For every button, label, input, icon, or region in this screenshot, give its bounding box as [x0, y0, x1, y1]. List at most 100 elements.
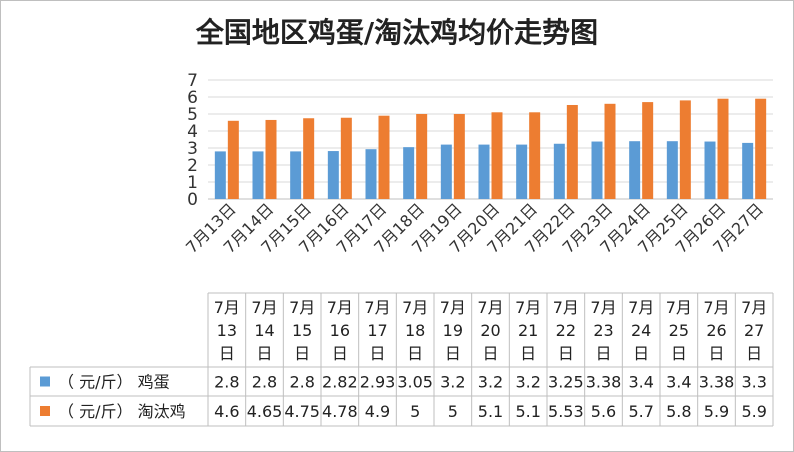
table-header-cell: 25: [669, 321, 689, 340]
egg-bar: [629, 141, 641, 199]
table-header-cell: 日: [445, 344, 461, 363]
table-header-cell: 日: [671, 344, 687, 363]
table-header-cell: 23: [593, 321, 613, 340]
table-header-cell: 7月: [590, 298, 616, 317]
table-header-cell: 7月: [628, 298, 654, 317]
table-header-cell: 日: [332, 344, 348, 363]
data-label: 5: [410, 402, 420, 421]
table-header-cell: 7月: [553, 298, 579, 317]
table-header-cell: 7月: [214, 298, 240, 317]
data-label: 3.38: [699, 373, 735, 392]
egg-bar: [327, 151, 339, 199]
table-header-cell: 7月: [477, 298, 503, 317]
egg-bar: [252, 151, 264, 199]
y-tick-label: 6: [187, 88, 198, 108]
data-label: 5.9: [741, 402, 766, 421]
chart-title: 全国地区鸡蛋/淘汰鸡均价走势图: [195, 16, 598, 49]
table-header-cell: 日: [294, 344, 310, 363]
data-label: 3.38: [586, 373, 622, 392]
table-header-cell: 日: [633, 344, 649, 363]
table-header-cell: 日: [482, 344, 498, 363]
table-header-cell: 24: [631, 321, 651, 340]
data-label: 3.2: [478, 373, 503, 392]
data-label: 3.2: [440, 373, 465, 392]
hen-bar: [303, 118, 315, 199]
hen-bar: [378, 115, 390, 199]
y-tick-label: 7: [187, 71, 198, 91]
hen-bar: [717, 98, 729, 199]
data-label: 3.4: [628, 373, 653, 392]
data-label: 2.8: [214, 373, 239, 392]
data-label: 2.93: [360, 373, 396, 392]
egg-bar: [704, 141, 716, 199]
table-header-cell: 27: [744, 321, 764, 340]
table-header-cell: 7月: [251, 298, 277, 317]
table-header-cell: 日: [595, 344, 611, 363]
table-header-cell: 日: [520, 344, 536, 363]
table-header-cell: 13: [217, 321, 237, 340]
y-tick-label: 3: [187, 139, 198, 159]
hen-bar: [604, 103, 616, 199]
egg-bar: [553, 143, 565, 199]
data-label: 3.4: [666, 373, 691, 392]
table-header-cell: 15: [292, 321, 312, 340]
table-header-cell: 14: [254, 321, 274, 340]
data-label: 2.82: [322, 373, 358, 392]
hen-bar: [453, 114, 465, 199]
table-header-cell: 日: [746, 344, 762, 363]
table-header-cell: 7月: [515, 298, 541, 317]
table-header-cell: 7月: [666, 298, 692, 317]
egg-bar: [290, 151, 302, 199]
data-label: 5.53: [548, 402, 584, 421]
data-label: 3.2: [515, 373, 540, 392]
grid-lines: [208, 79, 773, 200]
table-header-cell: 日: [369, 344, 385, 363]
table-header-cell: 日: [407, 344, 423, 363]
bars: [214, 98, 767, 199]
egg-bar: [440, 144, 452, 199]
data-label: 3.05: [397, 373, 433, 392]
table-header-cell: 21: [518, 321, 538, 340]
y-tick-label: 2: [187, 156, 198, 176]
y-tick-label: 0: [187, 190, 198, 210]
legend-swatch: [40, 406, 50, 416]
legend-swatch: [40, 376, 50, 387]
hen-bar: [416, 114, 428, 199]
table-header-cell: 日: [708, 344, 724, 363]
table-header-cell: 16: [330, 321, 350, 340]
egg-bar: [742, 142, 754, 199]
data-label: 3.25: [548, 373, 584, 392]
table-header-cell: 7月: [440, 298, 466, 317]
data-label: 5.1: [478, 402, 503, 421]
table-header-cell: 日: [219, 344, 235, 363]
legend-label: （ 元/斤） 鸡蛋: [58, 373, 170, 392]
table-header-cell: 7月: [289, 298, 315, 317]
table-header-cell: 7月: [327, 298, 353, 317]
data-label: 5.6: [591, 402, 616, 421]
egg-bar: [365, 149, 377, 199]
data-label: 5: [448, 402, 458, 421]
table-header-cell: 22: [556, 321, 576, 340]
table-header-cell: 7月: [703, 298, 729, 317]
data-label: 5.1: [515, 402, 540, 421]
egg-bar: [214, 151, 226, 199]
data-table: 7月 13 日 7月 14 日 7月 15 日 7月 16 日 7月 17 日 7月 18 日 7月 19 日 7月 20 日…: [29, 292, 774, 427]
hen-bar: [679, 100, 691, 199]
data-label: 5.9: [704, 402, 729, 421]
data-label: 4.65: [247, 402, 283, 421]
table-header-cell: 7月: [402, 298, 428, 317]
egg-bar: [516, 144, 528, 199]
table-header-cell: 7月: [741, 298, 767, 317]
data-label: 4.75: [284, 402, 320, 421]
data-label: 4.9: [365, 402, 390, 421]
egg-bar: [403, 147, 415, 199]
data-label: 4.6: [214, 402, 239, 421]
table-header-cell: 18: [405, 321, 425, 340]
table-header-cell: 7月: [364, 298, 390, 317]
egg-bar: [591, 141, 603, 199]
egg-bar: [478, 144, 490, 199]
hen-bar: [529, 112, 541, 199]
